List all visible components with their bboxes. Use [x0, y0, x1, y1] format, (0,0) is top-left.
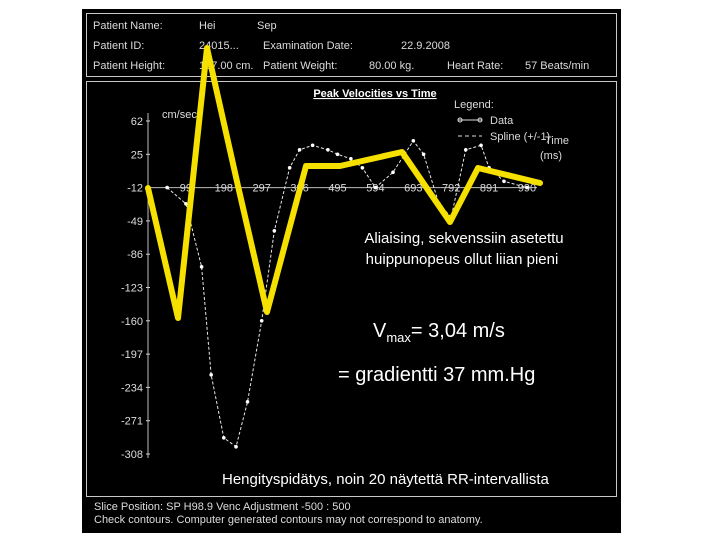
y-tick-label: -123 [121, 283, 143, 295]
legend-data-marker-right [477, 117, 483, 123]
y-axis-label: cm/sec [162, 109, 197, 121]
heart-rate-value: 57 Beats/min [525, 60, 590, 72]
x-tick-label: 693 [404, 183, 422, 195]
patient-info-header: Patient Name: Hei Sep Patient ID: 24015.… [86, 13, 617, 77]
footer-info: Slice Position: SP H98.9 Venc Adjustment… [86, 499, 617, 529]
legend-data-marker-left [457, 117, 463, 123]
patient-weight-value: 80.00 kg. [369, 60, 415, 72]
x-tick-label: 297 [253, 183, 271, 195]
y-tick-label: -271 [121, 416, 143, 428]
legend-spline-label: Spline (+/-1) [490, 131, 550, 143]
exam-date-value: 22.9.2008 [401, 40, 450, 52]
y-axis-ticks: 62 25 -12 -49 -86 -123 -160 -197 -234 -271 -308 [121, 116, 150, 461]
patient-id-label: Patient ID: [93, 40, 145, 52]
data-point [421, 152, 426, 157]
data-point [391, 170, 395, 175]
aliasing-note-line1: Aliaising, sekvenssiin asetettu [364, 230, 563, 247]
chart-title: Peak Velocities vs Time [313, 88, 436, 100]
data-point [310, 143, 315, 148]
y-tick-label: -308 [121, 449, 143, 461]
data-point [245, 400, 250, 404]
contour-warning-line: Check contours. Computer generated conto… [94, 514, 483, 526]
y-tick-label: -160 [121, 316, 143, 328]
patient-height-label: Patient Height: [93, 60, 166, 72]
chart-frame [86, 81, 617, 497]
y-tick-label: -234 [121, 382, 143, 394]
vmax-label: Vmax= 3,04 m/s [373, 320, 505, 345]
data-point [479, 143, 483, 148]
breath-hold-note: Hengityspidätys, noin 20 näytettä RR-int… [222, 471, 549, 488]
x-tick-label: 891 [480, 183, 498, 195]
x-tick-label: 792 [442, 183, 460, 195]
x-tick-label: 198 [215, 183, 233, 195]
exam-date-label: Examination Date: [263, 40, 353, 52]
legend-data-label: Data [490, 115, 514, 127]
y-tick-label: 62 [131, 116, 143, 128]
y-tick-label: -12 [127, 183, 143, 195]
y-tick-label: -49 [127, 216, 143, 228]
data-point [463, 148, 468, 152]
y-tick-label: -86 [127, 249, 143, 261]
gradient-label: = gradientti 37 mm.Hg [338, 364, 535, 386]
data-point [502, 179, 506, 184]
x-axis-label-unit: (ms) [540, 150, 562, 162]
data-point [287, 166, 292, 170]
data-point [335, 152, 340, 157]
data-point [297, 148, 302, 152]
legend: Legend: Data Spline (+/-1) [454, 99, 550, 143]
data-point [360, 166, 365, 170]
patient-name-value: Hei [199, 20, 216, 32]
data-point [184, 202, 188, 206]
aliasing-overlay-line [145, 45, 543, 321]
data-point [165, 185, 169, 190]
data-point [272, 229, 277, 233]
x-tick-label: 495 [328, 183, 346, 195]
data-point [525, 185, 529, 190]
data-point [373, 185, 378, 190]
patient-name-value-2: Sep [257, 20, 277, 32]
data-point [234, 445, 238, 449]
aliasing-note-line2: huippunopeus ollut liian pieni [366, 251, 559, 268]
heart-rate-label: Heart Rate: [447, 60, 504, 72]
data-point [259, 319, 264, 323]
data-point [209, 373, 213, 377]
mri-flow-report-screen: Patient Name: Hei Sep Patient ID: 24015.… [82, 9, 621, 533]
legend-title: Legend: [454, 99, 494, 111]
data-point [222, 436, 226, 440]
patient-weight-label: Patient Weight: [263, 60, 338, 72]
data-point [411, 139, 416, 143]
slice-position-line: Slice Position: SP H98.9 Venc Adjustment… [94, 501, 351, 513]
data-point [326, 148, 330, 152]
x-axis-ticks: 99198297396495594693792891990 [147, 113, 537, 458]
data-point [199, 265, 204, 269]
y-tick-label: -197 [121, 349, 143, 361]
x-axis-label-time: Time [545, 135, 569, 147]
y-tick-label: 25 [131, 149, 143, 161]
data-point [349, 157, 353, 161]
patient-name-label: Patient Name: [93, 20, 163, 32]
